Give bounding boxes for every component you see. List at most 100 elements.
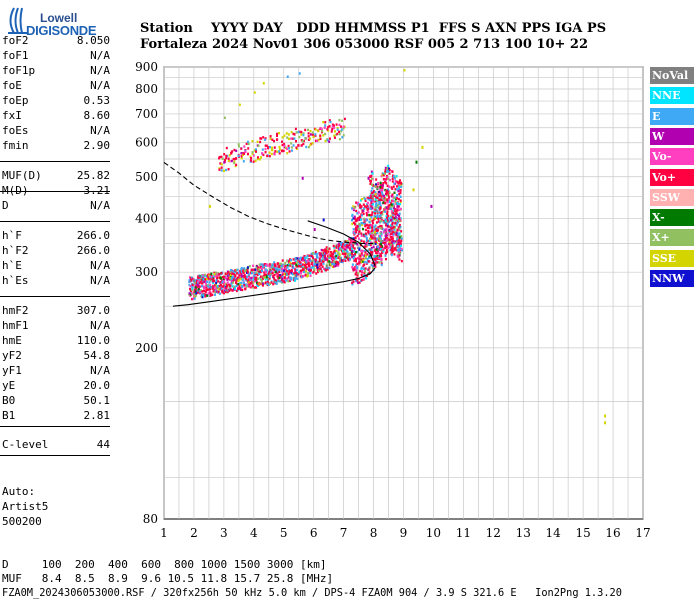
echo-point xyxy=(360,218,363,221)
echo-point xyxy=(359,215,362,218)
echo-point xyxy=(273,266,276,270)
echo-point xyxy=(352,240,355,244)
echo-point xyxy=(356,212,359,215)
echo-point xyxy=(222,279,225,282)
echo-point xyxy=(360,239,363,243)
echo-point xyxy=(367,207,370,210)
echo-point xyxy=(300,275,303,279)
param-label: B0 xyxy=(2,394,16,407)
echo-point xyxy=(215,279,218,282)
echo-point xyxy=(204,290,207,294)
echo-point xyxy=(376,257,379,260)
echo-point xyxy=(391,220,394,223)
param-value: N/A xyxy=(90,79,110,92)
echo-point xyxy=(240,270,243,274)
echo-point xyxy=(258,282,261,285)
echo-point xyxy=(384,166,387,170)
echo-point xyxy=(364,251,367,254)
echo-point xyxy=(313,267,316,271)
echo-point xyxy=(339,242,342,245)
echo-point xyxy=(276,267,279,270)
echo-point xyxy=(333,126,336,130)
echo-point xyxy=(377,251,380,255)
echo-point xyxy=(259,137,262,140)
echo-point xyxy=(326,258,329,261)
echo-point xyxy=(252,286,255,289)
echo-point xyxy=(269,265,272,268)
echo-point xyxy=(208,281,211,284)
echo-point xyxy=(247,142,250,146)
echo-point xyxy=(259,270,262,273)
auto-label: Auto: xyxy=(2,485,36,498)
echo-point xyxy=(254,268,257,271)
echo-point xyxy=(380,254,383,258)
echo-point xyxy=(322,120,325,124)
echo-point xyxy=(289,261,292,265)
param-label: foEs xyxy=(2,124,29,137)
echo-point xyxy=(398,193,401,196)
param-row-fxi: fxI 8.60 xyxy=(2,109,110,124)
echo-point xyxy=(220,166,223,169)
echo-point xyxy=(363,271,366,275)
echo-point xyxy=(384,218,387,221)
echo-point xyxy=(395,197,398,201)
echo-point xyxy=(385,177,388,181)
echo-point xyxy=(303,259,306,262)
echo-point xyxy=(328,253,331,256)
echo-point xyxy=(356,280,359,283)
echo-point xyxy=(281,143,284,147)
echo-point xyxy=(252,281,255,284)
param-row-hes: h`Es N/A xyxy=(2,274,110,289)
echo-point xyxy=(321,265,324,268)
echo-point xyxy=(362,212,365,216)
echo-point xyxy=(247,278,250,282)
echo-point xyxy=(259,140,262,144)
echo-point xyxy=(222,291,225,295)
echo-point xyxy=(382,247,385,250)
echo-point xyxy=(392,209,395,213)
echo-point xyxy=(360,249,363,252)
echo-point xyxy=(327,247,330,250)
echo-point xyxy=(235,284,238,288)
param-separator xyxy=(0,221,110,222)
echo-point xyxy=(399,225,402,229)
echo-point xyxy=(203,274,206,278)
echo-point xyxy=(369,233,372,236)
echo-point xyxy=(384,169,387,172)
echo-point xyxy=(249,284,252,288)
echo-point xyxy=(319,267,322,271)
echo-point xyxy=(378,235,381,238)
echo-point xyxy=(229,283,232,287)
echo-point xyxy=(238,278,241,281)
echo-point xyxy=(188,292,191,295)
echo-point xyxy=(372,218,375,222)
echo-point xyxy=(255,281,258,284)
echo-point xyxy=(227,157,230,160)
echo-point xyxy=(276,134,279,138)
echo-point xyxy=(260,263,263,266)
echo-point xyxy=(309,137,312,140)
echo-point xyxy=(381,239,384,243)
legend-item-noval: NoVal xyxy=(650,67,694,84)
echo-point xyxy=(213,279,216,283)
echo-point xyxy=(319,253,322,257)
echo-point xyxy=(375,178,378,181)
echo-point xyxy=(384,198,387,201)
echo-point xyxy=(362,240,365,243)
echo-point xyxy=(261,284,264,287)
echo-point xyxy=(378,215,381,219)
echo-point xyxy=(305,263,308,266)
param-separator xyxy=(0,296,110,297)
echo-point xyxy=(369,256,372,260)
echo-point xyxy=(365,212,368,215)
echo-point xyxy=(283,144,286,148)
echo-point xyxy=(335,123,338,126)
y-tick-label: 500 xyxy=(135,170,158,184)
echo-point xyxy=(379,224,382,228)
echo-point xyxy=(368,226,371,230)
echo-point xyxy=(221,285,224,288)
echo-point xyxy=(277,279,280,283)
echo-point xyxy=(337,251,340,254)
echo-point xyxy=(400,249,403,252)
echo-point xyxy=(324,257,327,260)
